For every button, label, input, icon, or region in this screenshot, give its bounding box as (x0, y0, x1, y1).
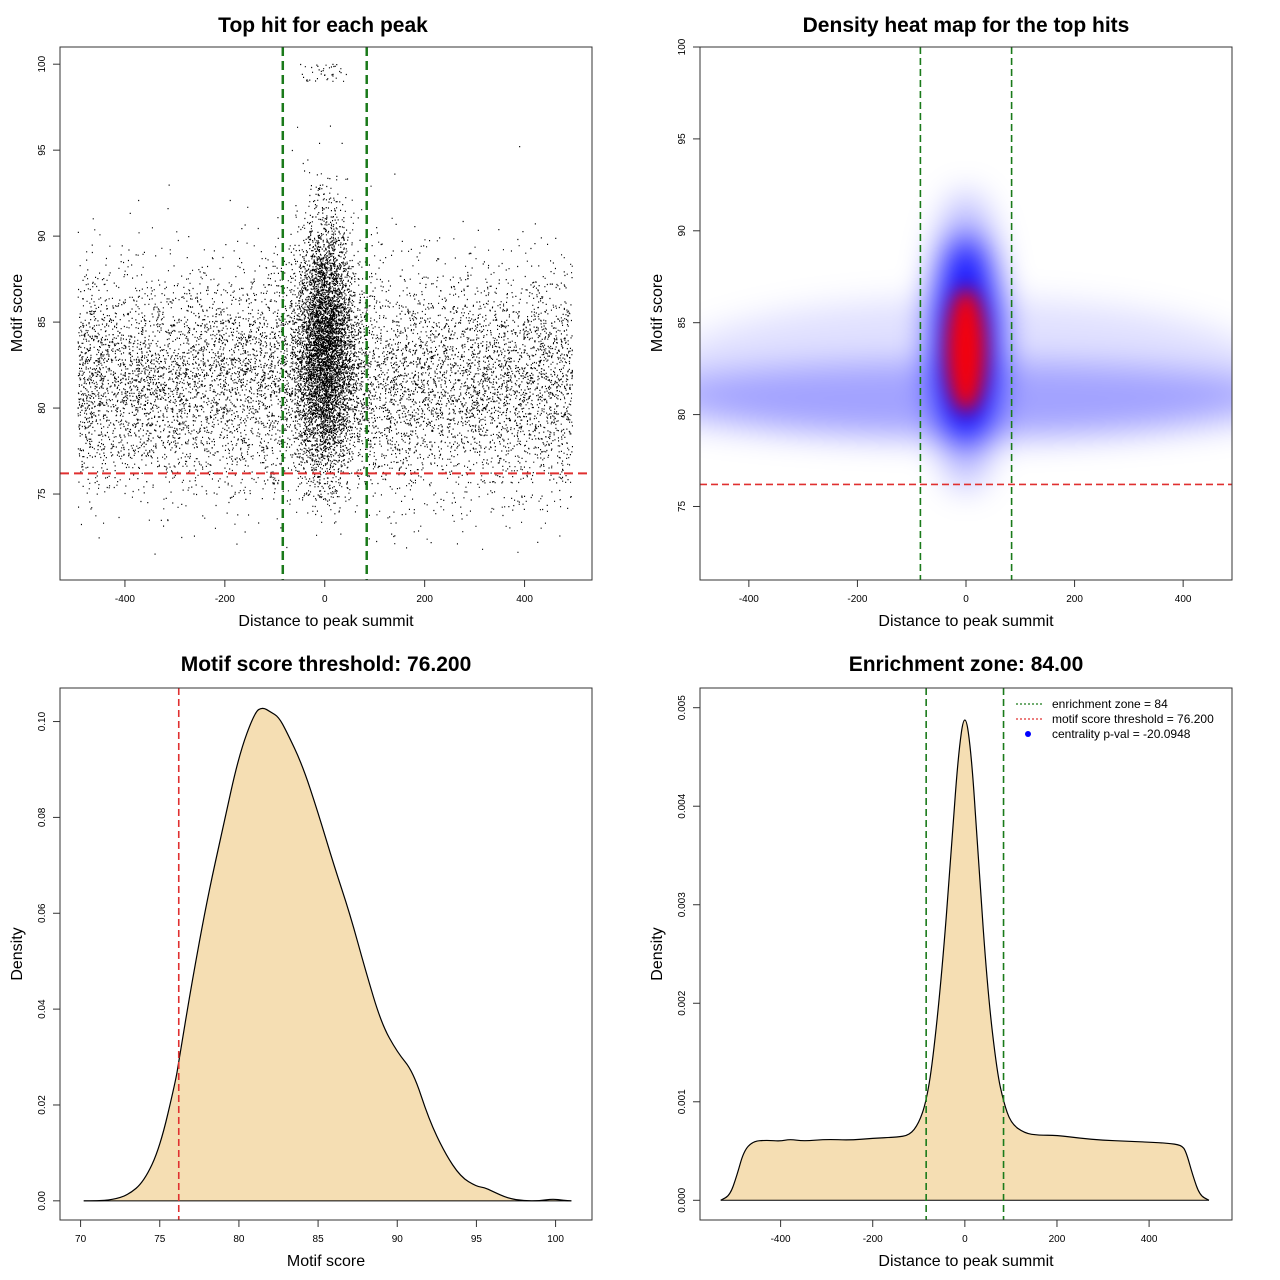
heatmap-density (700, 47, 1232, 580)
x-tick-label: 200 (1066, 594, 1083, 605)
heatmap-title: Density heat map for the top hits (803, 14, 1130, 37)
y-tick-label: 75 (677, 500, 688, 512)
y-tick-label: 80 (677, 409, 688, 421)
scatter-reference-lines (60, 47, 592, 580)
x-tick-label: 400 (1141, 1234, 1158, 1245)
y-tick-label: 100 (37, 55, 48, 72)
x-tick-label: -200 (215, 594, 235, 605)
heatmap-x-axis: -400 -200 0 200 400 (739, 580, 1192, 605)
distance-density-y-axis: 0.000 0.001 0.002 0.003 0.004 0.005 (677, 695, 700, 1213)
distance-density-reference-lines (925, 688, 1005, 1220)
x-tick-label: 200 (416, 594, 433, 605)
x-tick-label: -200 (847, 594, 867, 605)
panel-scatter: Top hit for each peak -400 -200 0 200 400 75… (9, 14, 593, 630)
heatmap-y-label: Motif score (649, 274, 666, 352)
y-tick-label: 0.00 (37, 1191, 48, 1211)
y-tick-label: 85 (37, 316, 48, 328)
scatter-title: Top hit for each peak (218, 14, 428, 37)
score-density-x-axis: 70 75 80 85 90 95 100 (75, 1220, 564, 1245)
distance-density-x-label: Distance to peak summit (878, 1253, 1054, 1270)
x-tick-label: -400 (739, 594, 759, 605)
scatter-y-label: Motif score (9, 274, 26, 352)
x-tick-label: 0 (322, 594, 328, 605)
x-tick-label: 80 (233, 1234, 245, 1245)
y-tick-label: 75 (37, 488, 48, 500)
y-tick-label: 0.04 (37, 999, 48, 1019)
scatter-points (77, 63, 573, 555)
score-density-title: Motif score threshold: 76.200 (181, 653, 472, 676)
x-tick-label: 0 (962, 1234, 968, 1245)
y-tick-label: 100 (677, 38, 688, 55)
y-tick-label: 0.004 (677, 793, 688, 818)
legend-marker-dot (1025, 731, 1031, 737)
y-tick-label: 0.001 (677, 1089, 688, 1114)
y-tick-label: 95 (677, 133, 688, 145)
y-tick-label: 0.06 (37, 903, 48, 923)
x-tick-label: 400 (516, 594, 533, 605)
x-tick-label: 70 (75, 1234, 87, 1245)
y-tick-label: 0.10 (37, 711, 48, 731)
distance-density-title: Enrichment zone: 84.00 (849, 653, 1084, 676)
heatmap-y-axis: 75 80 85 90 95 100 (677, 38, 700, 512)
x-tick-label: -400 (115, 594, 135, 605)
x-tick-label: 85 (313, 1234, 325, 1245)
density-fill (720, 720, 1209, 1201)
distance-density-plot-frame (699, 687, 1233, 1221)
density-peak (946, 288, 986, 413)
y-tick-label: 90 (677, 225, 688, 237)
distance-density-y-label: Density (649, 927, 666, 980)
density-curve (720, 719, 1210, 1201)
y-tick-label: 0.02 (37, 1095, 48, 1115)
y-tick-label: 90 (37, 230, 48, 242)
y-tick-label: 80 (37, 402, 48, 414)
scatter-y-axis: 75 80 85 90 95 100 (37, 55, 60, 500)
y-tick-label: 85 (677, 317, 688, 329)
x-tick-label: 75 (154, 1234, 166, 1245)
legend-entry-label: enrichment zone = 84 (1052, 697, 1168, 711)
distance-density-area (720, 719, 1210, 1201)
distance-density-x-axis: -400 -200 0 200 400 (771, 1220, 1158, 1245)
y-tick-label: 0.003 (677, 892, 688, 917)
panel-score-density: Motif score threshold: 76.200 70 75 80 85 90… (9, 653, 593, 1270)
x-tick-label: 400 (1175, 594, 1192, 605)
y-tick-label: 95 (37, 144, 48, 156)
score-density-y-label: Density (9, 927, 26, 980)
y-tick-label: 0.002 (677, 990, 688, 1015)
score-density-y-axis: 0.00 0.02 0.04 0.06 0.08 0.10 (37, 711, 60, 1211)
panel-heatmap: Density heat map for the top hits -400 -2… (649, 14, 1233, 630)
x-tick-label: 0 (963, 594, 969, 605)
x-tick-label: 100 (547, 1234, 564, 1245)
x-tick-label: 90 (392, 1234, 404, 1245)
density-curve (83, 707, 572, 1202)
x-tick-label: -400 (771, 1234, 791, 1245)
legend-entry-label: motif score threshold = 76.200 (1052, 712, 1214, 726)
scatter-x-label: Distance to peak summit (238, 613, 414, 630)
x-tick-label: 200 (1049, 1234, 1066, 1245)
heatmap-reference-lines (700, 47, 1232, 580)
panel-distance-density: Enrichment zone: 84.00 -400 -200 0 200 400 0… (649, 653, 1233, 1270)
scatter-plot-frame (59, 46, 593, 581)
heatmap-hotspot (946, 288, 986, 413)
score-density-area (83, 707, 572, 1202)
score-density-x-label: Motif score (287, 1253, 365, 1270)
y-tick-label: 0.000 (677, 1187, 688, 1212)
y-tick-label: 0.005 (677, 695, 688, 720)
heatmap-x-label: Distance to peak summit (878, 613, 1054, 630)
y-tick-label: 0.08 (37, 807, 48, 827)
score-density-plot-frame (59, 687, 593, 1221)
scatter-x-axis: -400 -200 0 200 400 (115, 580, 533, 605)
legend-entry-label: centrality p-val = -20.0948 (1052, 727, 1191, 741)
scatter-point-cloud (77, 63, 573, 555)
density-fill (83, 708, 572, 1201)
x-tick-label: -200 (863, 1234, 883, 1245)
x-tick-label: 95 (471, 1234, 483, 1245)
